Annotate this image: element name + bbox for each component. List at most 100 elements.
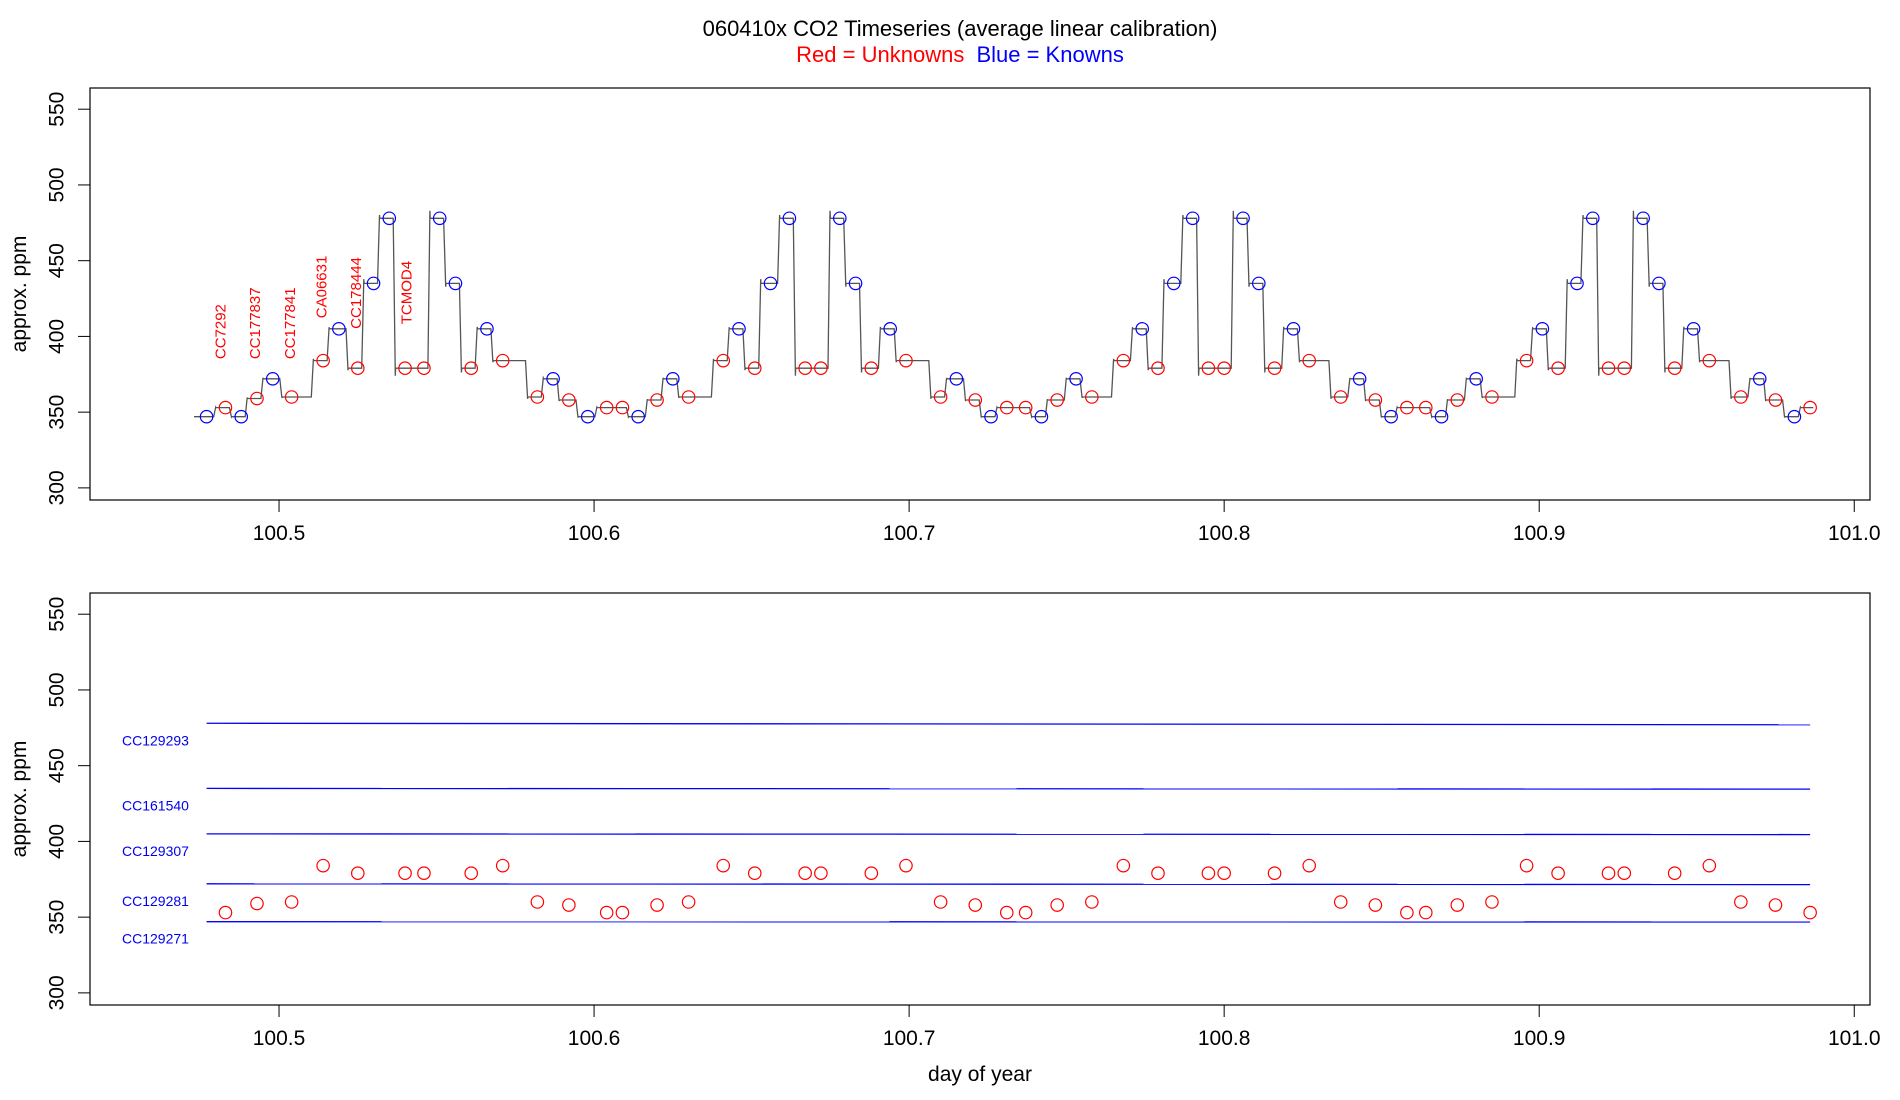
y-tick-label: 400 <box>46 319 69 354</box>
x-tick-label: 100.5 <box>253 522 306 545</box>
unknown-point <box>1601 361 1616 376</box>
known-point <box>265 372 280 386</box>
unknown-point <box>1485 895 1499 909</box>
unknown-point <box>1368 393 1383 407</box>
unknown-point <box>1400 400 1414 415</box>
gas-label: CC7292 <box>212 304 229 359</box>
y-axis-title: approx. ppm <box>8 236 31 353</box>
unknown-point <box>933 895 948 909</box>
unknown-point <box>1267 866 1282 881</box>
unknown-point <box>250 896 264 911</box>
known-point <box>1652 276 1666 291</box>
unknown-point <box>1418 400 1433 415</box>
y-tick-label: 350 <box>46 395 69 430</box>
known-point <box>1352 372 1367 386</box>
known-point <box>1585 211 1600 226</box>
known-point <box>984 409 998 424</box>
unknown-point <box>1201 866 1216 881</box>
y-tick-label: 450 <box>46 748 69 783</box>
unknown-point <box>1201 361 1216 376</box>
y-tick-label: 350 <box>46 900 69 935</box>
unknown-point <box>250 391 264 406</box>
unknown-point <box>1617 361 1632 376</box>
unknown-point <box>814 866 828 881</box>
bottom-panel: 100.5 100.6 100.7 100.8 100.9 101.0 300 350 400 4… <box>8 592 1881 1086</box>
unknown-point <box>1519 353 1534 368</box>
unknown-point <box>1302 353 1317 368</box>
unknown-point <box>1018 905 1033 920</box>
y-tick-label: 400 <box>46 824 69 859</box>
unknown-point <box>1050 898 1064 912</box>
unknown-point <box>464 866 479 881</box>
unknown-point <box>716 858 731 873</box>
unknown-point <box>968 393 983 407</box>
unknown-point <box>681 390 696 404</box>
reference-line-label: CC129281 <box>122 893 189 909</box>
unknown-point <box>1551 866 1565 881</box>
known-point <box>833 211 847 226</box>
known-point <box>732 322 746 336</box>
y-tick-label: 300 <box>46 975 69 1010</box>
gas-label: CC178444 <box>348 257 365 329</box>
plot-frame <box>89 592 1871 1006</box>
known-point <box>782 211 797 226</box>
unknown-point <box>747 866 762 881</box>
gas-label: CC177837 <box>247 287 264 359</box>
unknown-point <box>1702 858 1717 873</box>
x-tick-label: 100.8 <box>1198 522 1251 545</box>
y-tick-label: 300 <box>46 470 69 505</box>
unknown-point <box>1418 905 1433 920</box>
known-point <box>1535 322 1550 336</box>
top-panel: 100.5 100.6 100.7 100.8 100.9 101.0 300 350 400 4… <box>8 87 1881 545</box>
unknown-point <box>417 866 431 881</box>
reference-line-cc129307 <box>206 833 1811 836</box>
known-point <box>949 372 964 386</box>
unknown-point <box>968 898 983 912</box>
unknown-point <box>562 393 576 407</box>
known-point <box>1034 409 1049 424</box>
unknown-point <box>599 400 614 415</box>
reference-line-cc129293 <box>206 722 1811 726</box>
unknown-point <box>747 361 762 376</box>
unknown-point <box>1368 898 1383 912</box>
x-tick-label: 100.8 <box>1198 1027 1251 1050</box>
known-point <box>1286 322 1301 336</box>
known-point <box>480 322 494 336</box>
known-point <box>1787 409 1802 424</box>
known-point <box>366 276 381 291</box>
x-tick-label: 100.9 <box>1513 522 1566 545</box>
known-point <box>1686 322 1701 336</box>
unknown-point <box>1734 895 1748 909</box>
unknown-point <box>398 866 412 881</box>
legend-knowns: Blue = Knowns <box>976 42 1123 67</box>
unknown-point <box>899 858 913 873</box>
y-tick-label: 500 <box>46 672 69 707</box>
unknown-point <box>1333 895 1348 909</box>
x-tick-label: 100.6 <box>568 1027 621 1050</box>
known-point <box>1469 372 1483 386</box>
known-point <box>332 322 346 336</box>
known-point <box>848 276 863 291</box>
known-point <box>1166 276 1181 291</box>
unknown-point <box>1151 361 1165 376</box>
y-tick-label: 550 <box>46 597 69 632</box>
gas-label: CA06631 <box>313 256 330 319</box>
gas-label: TCMOD4 <box>398 261 415 324</box>
x-tick-label: 101.0 <box>1828 522 1881 545</box>
known-point <box>199 409 214 424</box>
known-point <box>1236 211 1250 226</box>
unknown-point <box>1116 353 1131 368</box>
x-tick-label: 100.9 <box>1513 1027 1566 1050</box>
unknown-point <box>495 858 510 873</box>
unknown-point <box>284 895 299 909</box>
known-point <box>1185 211 1200 226</box>
unknown-point <box>316 858 330 873</box>
main-title: 060410x CO2 Timeseries (average linear c… <box>703 16 1218 41</box>
unknown-point <box>933 390 948 404</box>
unknown-point <box>650 393 664 407</box>
unknown-point <box>218 905 233 920</box>
known-point <box>382 211 397 226</box>
unknown-point <box>218 400 233 415</box>
unknown-point <box>1400 905 1414 920</box>
known-point <box>1135 322 1150 336</box>
